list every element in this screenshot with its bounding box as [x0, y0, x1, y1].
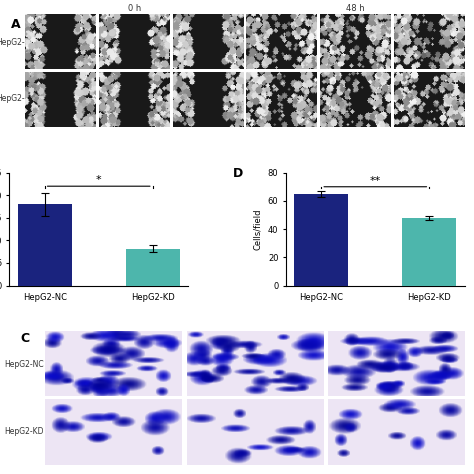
- Title: 48 h: 48 h: [346, 4, 365, 13]
- Bar: [18, 204, 72, 285]
- Bar: [402, 218, 456, 285]
- Text: *: *: [96, 175, 101, 185]
- Text: HepG2-NC: HepG2-NC: [0, 38, 36, 47]
- Text: HepG2-NC: HepG2-NC: [5, 360, 44, 369]
- Text: HepG2-KD: HepG2-KD: [5, 427, 44, 436]
- Bar: [126, 248, 180, 285]
- Text: **: **: [370, 176, 381, 186]
- Text: A: A: [11, 18, 21, 31]
- Text: HepG2-KD: HepG2-KD: [0, 94, 36, 103]
- Y-axis label: Cells/field: Cells/field: [253, 209, 262, 250]
- Title: 0 h: 0 h: [128, 4, 141, 13]
- Bar: [294, 194, 348, 285]
- Text: C: C: [20, 332, 29, 346]
- Text: D: D: [233, 167, 243, 180]
